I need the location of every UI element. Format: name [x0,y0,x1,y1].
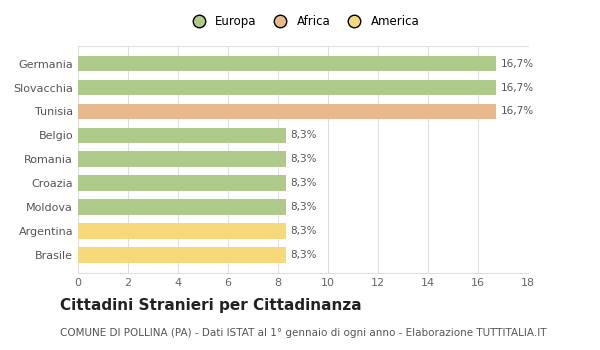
Bar [78,223,286,239]
Text: 16,7%: 16,7% [500,83,533,92]
Text: 16,7%: 16,7% [500,58,533,69]
Bar [78,104,496,119]
Bar [78,127,286,143]
Text: 16,7%: 16,7% [500,106,533,117]
Bar [78,247,286,262]
Text: Cittadini Stranieri per Cittadinanza: Cittadini Stranieri per Cittadinanza [60,298,362,313]
Text: 8,3%: 8,3% [290,202,317,212]
Legend: Europa, Africa, America: Europa, Africa, America [182,10,424,33]
Text: 8,3%: 8,3% [290,226,317,236]
Text: 8,3%: 8,3% [290,130,317,140]
Bar [78,175,286,191]
Bar [78,199,286,215]
Text: 8,3%: 8,3% [290,178,317,188]
Bar [78,152,286,167]
Text: COMUNE DI POLLINA (PA) - Dati ISTAT al 1° gennaio di ogni anno - Elaborazione TU: COMUNE DI POLLINA (PA) - Dati ISTAT al 1… [60,328,547,338]
Text: 8,3%: 8,3% [290,154,317,164]
Bar [78,80,496,95]
Text: 8,3%: 8,3% [290,250,317,260]
Bar [78,56,496,71]
